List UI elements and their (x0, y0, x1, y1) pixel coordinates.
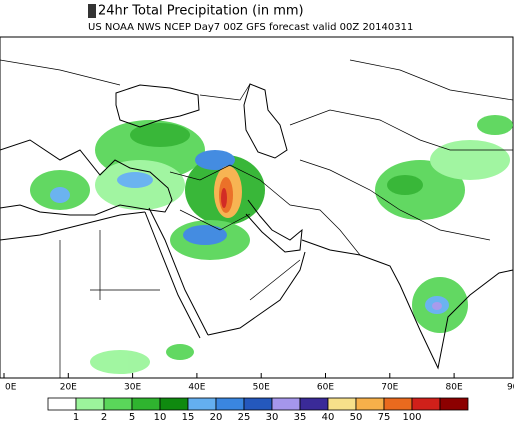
colorbar: 1 2 5 10 15 20 25 30 35 40 50 75 100 (47, 397, 469, 422)
color-box (271, 397, 301, 411)
longitude-label: 40E (188, 383, 205, 393)
subtitle: US NOAA NWS NCEP Day7 00Z GFS forecast v… (88, 22, 413, 33)
longitude-label: 90 (507, 383, 514, 393)
longitude-label: 30E (124, 383, 141, 393)
legend-label: 15 (182, 412, 195, 422)
borders (0, 59, 514, 378)
legend-label: 30 (266, 412, 279, 422)
color-box (243, 397, 273, 411)
longitude-label: 70E (381, 383, 398, 393)
precipitation (30, 115, 513, 374)
color-box (383, 397, 413, 411)
longitude-label: 80E (446, 383, 463, 393)
color-box (411, 397, 441, 411)
legend-label: 20 (210, 412, 223, 422)
color-box (47, 397, 77, 411)
color-box (355, 397, 385, 411)
legend-label: 40 (322, 412, 335, 422)
color-box (103, 397, 133, 411)
color-box (439, 397, 469, 411)
coastlines (0, 83, 514, 370)
color-box (215, 397, 245, 411)
legend-label: 25 (238, 412, 251, 422)
color-box (75, 397, 105, 411)
longitude-label: 60E (317, 383, 334, 393)
legend-label: 50 (350, 412, 363, 422)
color-box (299, 397, 329, 411)
legend-label: 2 (101, 412, 107, 422)
longitude-labels: 0E 20E 30E 40E 50E 60E 70E 80E 90 (3, 373, 514, 393)
legend-label: 1 (73, 412, 79, 422)
color-box (131, 397, 161, 411)
color-box (327, 397, 357, 411)
legend-label: 100 (402, 412, 421, 422)
longitude-label: 20E (60, 383, 77, 393)
map (0, 36, 514, 379)
color-box (187, 397, 217, 411)
logo (88, 4, 96, 18)
legend-label: 35 (294, 412, 307, 422)
color-box (159, 397, 189, 411)
title: 24hr Total Precipitation (in mm) (98, 4, 304, 19)
legend-label: 75 (378, 412, 391, 422)
legend-label: 10 (154, 412, 167, 422)
legend-label: 5 (129, 412, 135, 422)
longitude-label: 0E (5, 383, 17, 393)
longitude-label: 50E (253, 383, 270, 393)
